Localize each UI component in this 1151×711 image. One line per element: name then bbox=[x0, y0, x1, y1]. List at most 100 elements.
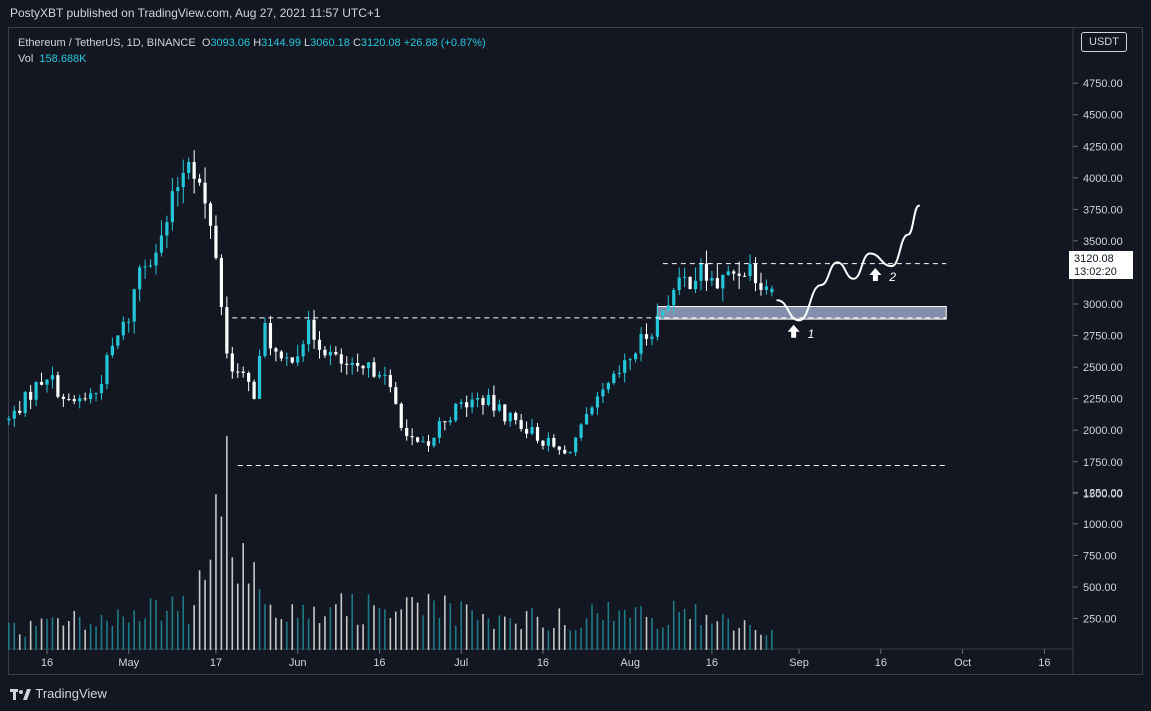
candle-body bbox=[290, 357, 294, 363]
candle-body bbox=[334, 351, 338, 355]
volume-bar bbox=[209, 559, 212, 650]
volume-bar bbox=[78, 617, 81, 650]
candle-body bbox=[557, 446, 561, 450]
candle-body bbox=[650, 336, 654, 339]
volume-bar bbox=[62, 625, 65, 650]
candle-body bbox=[225, 307, 229, 354]
candle-body bbox=[644, 334, 649, 339]
candle-body bbox=[606, 383, 610, 390]
volume-bar bbox=[166, 610, 168, 650]
volume-bar bbox=[220, 516, 223, 650]
volume-bar bbox=[95, 626, 97, 650]
candle-body bbox=[623, 360, 627, 373]
candle-body bbox=[443, 421, 447, 423]
volume-bar bbox=[57, 618, 59, 650]
candle-body bbox=[732, 271, 736, 274]
candle-body bbox=[328, 351, 332, 356]
candle-body bbox=[590, 407, 594, 415]
candle-body bbox=[503, 404, 507, 422]
time-tick-label: Jun bbox=[289, 657, 307, 669]
volume-bar bbox=[514, 623, 517, 650]
volume-bar bbox=[416, 602, 419, 650]
candle-body bbox=[138, 267, 142, 290]
volume-bar bbox=[236, 583, 239, 650]
candle-body bbox=[726, 271, 730, 275]
candle-body bbox=[661, 310, 665, 316]
candle-body bbox=[639, 334, 643, 354]
volume-bar bbox=[433, 600, 435, 650]
marker-label: 2 bbox=[888, 270, 896, 284]
time-tick-label: 16 bbox=[373, 657, 385, 669]
volume-bar bbox=[253, 562, 255, 650]
candle-body bbox=[634, 353, 638, 360]
candle-body bbox=[748, 264, 752, 277]
candle-body bbox=[579, 424, 583, 438]
candle-body bbox=[116, 335, 120, 346]
volume-bar bbox=[40, 618, 43, 650]
volume-bar bbox=[547, 630, 550, 650]
candle-body bbox=[677, 277, 681, 291]
candle-body bbox=[737, 273, 741, 276]
volume-bar bbox=[444, 595, 446, 650]
candle-body bbox=[366, 362, 371, 369]
candle-body bbox=[459, 402, 463, 404]
candle-body bbox=[34, 382, 38, 400]
volume-bar bbox=[29, 620, 32, 650]
candle-body bbox=[121, 321, 125, 336]
candle-body bbox=[388, 374, 392, 388]
volume-bar bbox=[149, 598, 152, 650]
volume-bar bbox=[138, 621, 141, 650]
volume-bar bbox=[187, 623, 190, 650]
candle-body bbox=[421, 441, 425, 443]
volume-bar bbox=[645, 616, 648, 650]
candles bbox=[7, 150, 774, 457]
volume-bar bbox=[602, 620, 604, 650]
candle-body bbox=[394, 387, 398, 404]
candle-body bbox=[546, 437, 550, 446]
candle-body bbox=[105, 355, 109, 385]
volume-bar bbox=[760, 634, 762, 650]
candle-body bbox=[486, 395, 491, 405]
volume-bar bbox=[476, 620, 479, 650]
volume-bar bbox=[182, 595, 185, 650]
volume-bar bbox=[509, 618, 512, 650]
candle-body bbox=[508, 412, 512, 422]
volume-bar bbox=[133, 610, 135, 650]
candle-body bbox=[688, 276, 692, 290]
volume-bar bbox=[269, 604, 272, 650]
volume-bar bbox=[536, 616, 539, 650]
candle-body bbox=[99, 384, 104, 394]
time-tick-label: Jul bbox=[454, 657, 468, 669]
volume-bar bbox=[585, 618, 588, 650]
volume-bar bbox=[493, 628, 495, 650]
volume-bar bbox=[520, 629, 522, 650]
candle-body bbox=[39, 382, 44, 385]
candle-body bbox=[426, 441, 431, 446]
currency-badge[interactable]: USDT bbox=[1081, 32, 1127, 52]
candle-body bbox=[56, 375, 60, 397]
candle-body bbox=[274, 348, 278, 352]
candle-body bbox=[45, 379, 49, 385]
candle-body bbox=[203, 182, 207, 204]
volume-bar bbox=[345, 616, 348, 650]
price-tick-label: 4000.00 bbox=[1083, 173, 1123, 185]
time-tick-label: Oct bbox=[954, 657, 971, 669]
volume-bar bbox=[711, 623, 713, 650]
symbol-title[interactable]: Ethereum / TetherUS, 1D, BINANCE bbox=[18, 37, 196, 49]
volume-bar bbox=[498, 615, 501, 650]
volume-bar bbox=[504, 616, 506, 650]
volume-bar bbox=[672, 600, 675, 650]
time-tick-label: Sep bbox=[789, 657, 809, 669]
candle-body bbox=[350, 362, 354, 365]
candle-body bbox=[257, 355, 262, 399]
volume-bar bbox=[160, 620, 163, 650]
candle-body bbox=[432, 437, 436, 446]
candle-body bbox=[454, 403, 458, 421]
volume-bar bbox=[24, 636, 26, 650]
volume-bar bbox=[667, 624, 670, 650]
low-label: L bbox=[304, 37, 311, 49]
close-value: 3120.08 bbox=[360, 37, 401, 49]
tradingview-footer[interactable]: TradingView bbox=[10, 684, 107, 704]
candle-body bbox=[721, 274, 725, 289]
